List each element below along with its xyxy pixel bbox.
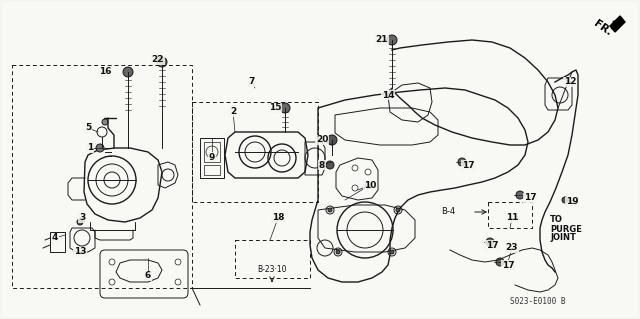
Circle shape: [562, 197, 568, 203]
Circle shape: [77, 219, 83, 225]
Text: 11: 11: [506, 213, 518, 222]
Text: FR.: FR.: [592, 19, 614, 38]
Circle shape: [157, 57, 167, 67]
Text: 10: 10: [364, 181, 376, 189]
Text: 8: 8: [319, 160, 325, 169]
Text: 3: 3: [79, 213, 85, 222]
Text: 23: 23: [506, 243, 518, 253]
Circle shape: [390, 250, 394, 254]
Text: TO: TO: [550, 216, 563, 225]
Text: JOINT: JOINT: [550, 234, 576, 242]
Text: 17: 17: [502, 261, 515, 270]
Circle shape: [458, 158, 466, 166]
Text: 16: 16: [99, 68, 111, 77]
Circle shape: [496, 258, 504, 266]
Text: 14: 14: [381, 91, 394, 100]
Circle shape: [328, 208, 332, 212]
Circle shape: [327, 135, 337, 145]
Circle shape: [486, 238, 494, 246]
Text: B-4: B-4: [441, 207, 455, 217]
Text: 7: 7: [249, 78, 255, 86]
Text: 6: 6: [145, 271, 151, 280]
Text: 5: 5: [85, 123, 91, 132]
Circle shape: [326, 161, 334, 169]
Polygon shape: [610, 16, 625, 32]
Circle shape: [516, 191, 524, 199]
Text: 9: 9: [209, 152, 215, 161]
Text: 19: 19: [566, 197, 579, 206]
Text: PURGE: PURGE: [550, 225, 582, 234]
Circle shape: [336, 250, 340, 254]
Text: 15: 15: [269, 103, 281, 113]
Text: 18: 18: [272, 213, 284, 222]
Text: S023-E0100 B: S023-E0100 B: [510, 298, 566, 307]
Circle shape: [96, 144, 104, 152]
Circle shape: [123, 67, 133, 77]
Text: 1: 1: [87, 144, 93, 152]
Text: 13: 13: [74, 248, 86, 256]
Text: 21: 21: [376, 35, 388, 44]
Text: 2: 2: [230, 108, 236, 116]
Circle shape: [396, 208, 400, 212]
Text: B-23·10: B-23·10: [257, 265, 287, 275]
Text: 17: 17: [486, 241, 499, 249]
Circle shape: [280, 103, 290, 113]
Text: 17: 17: [524, 194, 536, 203]
Circle shape: [102, 119, 108, 125]
Text: 4: 4: [52, 234, 58, 242]
Text: 20: 20: [316, 136, 328, 145]
Text: 22: 22: [152, 56, 164, 64]
Text: 17: 17: [461, 160, 474, 169]
Circle shape: [387, 35, 397, 45]
Text: 12: 12: [564, 78, 576, 86]
